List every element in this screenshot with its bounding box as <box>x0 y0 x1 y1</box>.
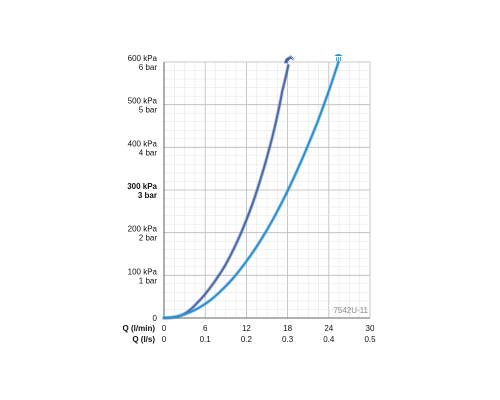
handshower-icon <box>284 55 295 64</box>
x-tick-label-lmin: 6 <box>203 324 208 333</box>
y-tick-label-kpa: 300 kPa <box>127 182 157 191</box>
x-tick-label-lmin: 12 <box>242 324 251 333</box>
series-line <box>163 61 340 319</box>
y-tick-label-bar: 2 bar <box>139 234 158 243</box>
overhead-shower-icon <box>334 54 343 61</box>
y-tick-label-bar: 4 bar <box>139 148 158 157</box>
series <box>162 54 343 320</box>
y-tick-label-kpa: 0 <box>153 314 158 323</box>
y-tick-label-bar: 1 bar <box>139 276 158 285</box>
overhead-shower-icon-spray <box>335 57 341 61</box>
overhead-shower-icon-head <box>334 54 343 56</box>
y-tick-label-bar: 6 bar <box>139 63 158 72</box>
x-tick-label-ls: 0.5 <box>364 335 376 344</box>
x-axis-label-ls: Q (l/s) <box>132 335 155 344</box>
x-tick-label-lmin: 0 <box>162 324 167 333</box>
handshower-icon-spray <box>289 55 295 61</box>
handshower-icon-body <box>284 56 293 64</box>
series-line-halo <box>162 63 291 320</box>
y-tick-label-kpa: 500 kPa <box>128 97 158 106</box>
y-tick-label-kpa: 200 kPa <box>128 225 158 234</box>
series-line <box>163 64 290 319</box>
drawing-code-label: 7542U-11 <box>333 306 368 315</box>
x-tick-label-ls: 0.1 <box>200 335 212 344</box>
axes <box>163 62 370 319</box>
x-tick-label-lmin: 18 <box>283 324 292 333</box>
x-tick-label-lmin: 30 <box>366 324 375 333</box>
y-tick-label-bar: 3 bar <box>138 191 157 200</box>
y-tick-label-bar: 5 bar <box>139 106 158 115</box>
x-tick-label-ls: 0.2 <box>241 335 253 344</box>
y-tick-label-kpa: 400 kPa <box>128 139 158 148</box>
grid <box>163 61 371 319</box>
x-axis-label-lmin: Q (l/min) <box>123 324 156 333</box>
y-tick-label-kpa: 100 kPa <box>128 267 158 276</box>
y-tick-label-kpa: 600 kPa <box>128 54 158 63</box>
x-tick-label-ls: 0.3 <box>282 335 294 344</box>
x-tick-label-ls: 0 <box>162 335 167 344</box>
x-tick-label-lmin: 24 <box>324 324 333 333</box>
x-tick-label-ls: 0.4 <box>323 335 335 344</box>
